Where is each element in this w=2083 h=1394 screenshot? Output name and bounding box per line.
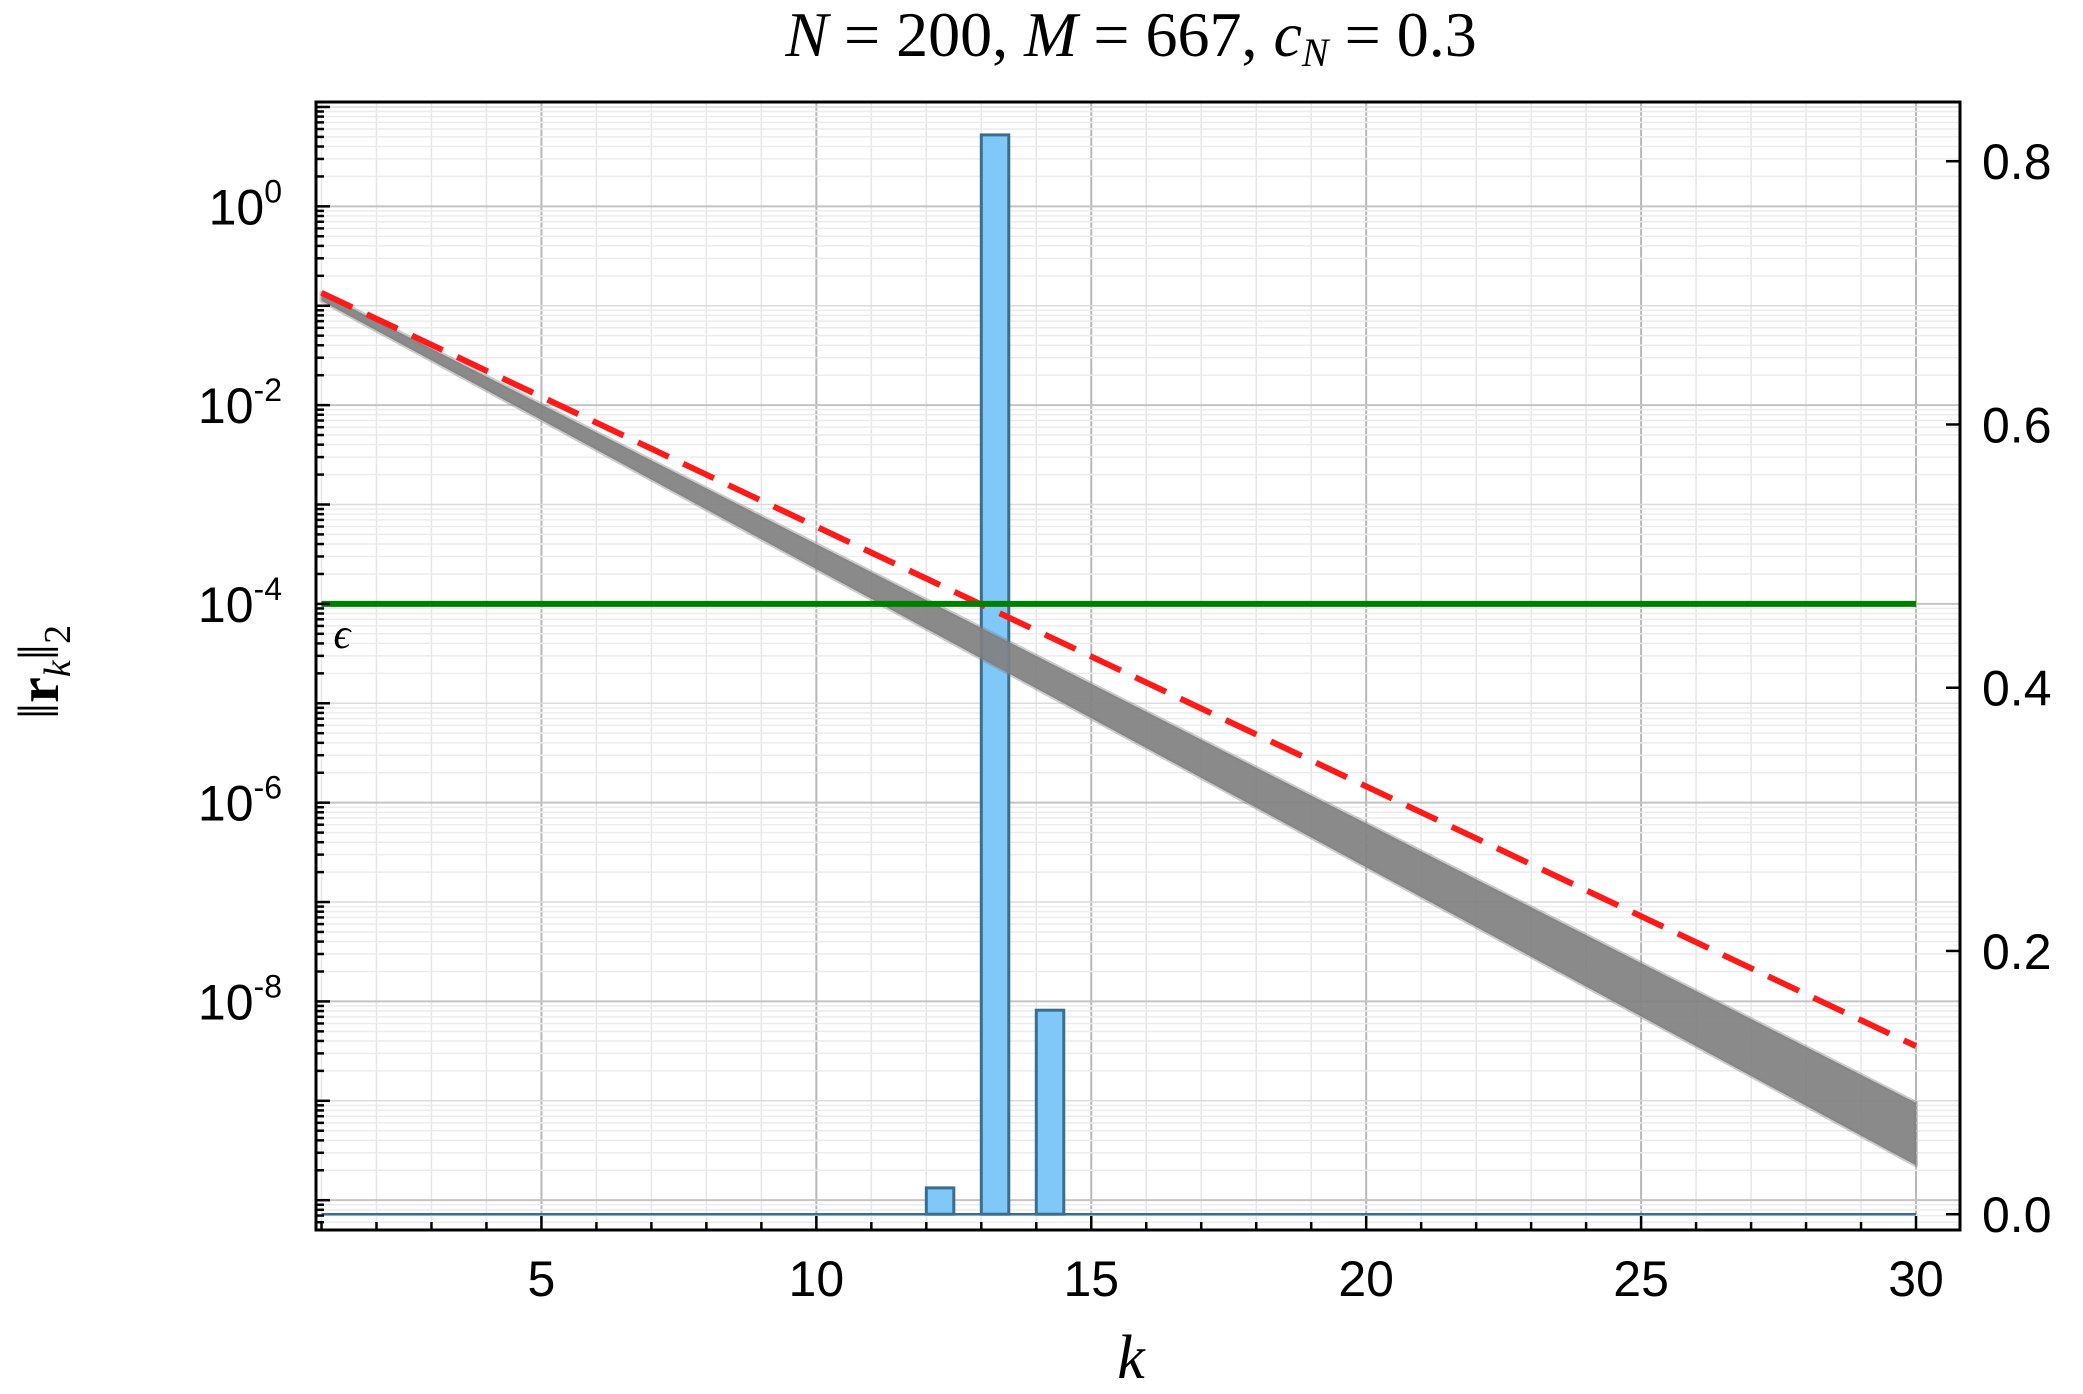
title-m-label: M: [1023, 0, 1081, 70]
x-axis-label: k: [1117, 1324, 1146, 1389]
right-y-tick-label: 0.4: [1982, 661, 2052, 717]
ylabel-norm-open: ‖: [6, 703, 71, 719]
y-axis-label: ‖rk‖2: [6, 625, 79, 719]
left-y-tick-label: 100: [209, 173, 282, 235]
left-y-tick-label: 10-4: [198, 571, 282, 633]
residual-band: [319, 290, 1919, 1168]
ylabel-vector: r: [6, 677, 71, 703]
x-tick-label: 30: [1888, 1251, 1944, 1307]
ylabel-sub-2: 2: [37, 625, 79, 644]
ylabel-sub-k: k: [37, 659, 79, 677]
title-c-value: 0.3: [1397, 0, 1477, 70]
bound-dashed-line: [320, 290, 1918, 1049]
chart-title: N = 200, M = 667, cN = 0.3: [784, 0, 1476, 75]
x-tick-label: 25: [1613, 1251, 1669, 1307]
title-c-sub: N: [1301, 30, 1331, 75]
epsilon-label: ϵ: [333, 612, 352, 658]
residual-band-area: [319, 290, 1919, 1168]
grid: [316, 102, 1960, 1230]
right-y-tick-label: 0.0: [1982, 1187, 2052, 1243]
histogram-bar-k13: [979, 133, 1011, 1216]
title-n-label: N: [784, 0, 831, 70]
ylabel-norm-close: ‖: [6, 644, 71, 660]
left-y-tick-label: 10-6: [198, 770, 282, 832]
x-tick-label: 5: [528, 1251, 556, 1307]
right-y-tick-label: 0.6: [1982, 397, 2052, 453]
title-m-value: 667: [1146, 0, 1242, 70]
plot-frame: [314, 100, 1962, 1232]
right-y-tick-label: 0.8: [1982, 134, 2052, 190]
histogram-bar-k12: [924, 1186, 956, 1216]
axis-ticks: 5 10 15 20 25 30 100 10-2 10-4 10-6 10-8 0.0 0.2 0.4 0…: [198, 105, 2052, 1307]
histogram: [321, 133, 1917, 1216]
title-c-label: c: [1274, 0, 1302, 70]
right-y-tick-label: 0.2: [1982, 924, 2052, 980]
reference-lines: ϵ: [320, 290, 1918, 1049]
x-tick-label: 15: [1063, 1251, 1119, 1307]
title-n-value: 200: [896, 0, 992, 70]
left-y-tick-label: 10-8: [198, 968, 282, 1030]
x-tick-label: 20: [1338, 1251, 1394, 1307]
histogram-bar-k14: [1034, 1008, 1066, 1216]
left-y-tick-label: 10-2: [198, 372, 282, 434]
x-tick-label: 10: [789, 1251, 845, 1307]
